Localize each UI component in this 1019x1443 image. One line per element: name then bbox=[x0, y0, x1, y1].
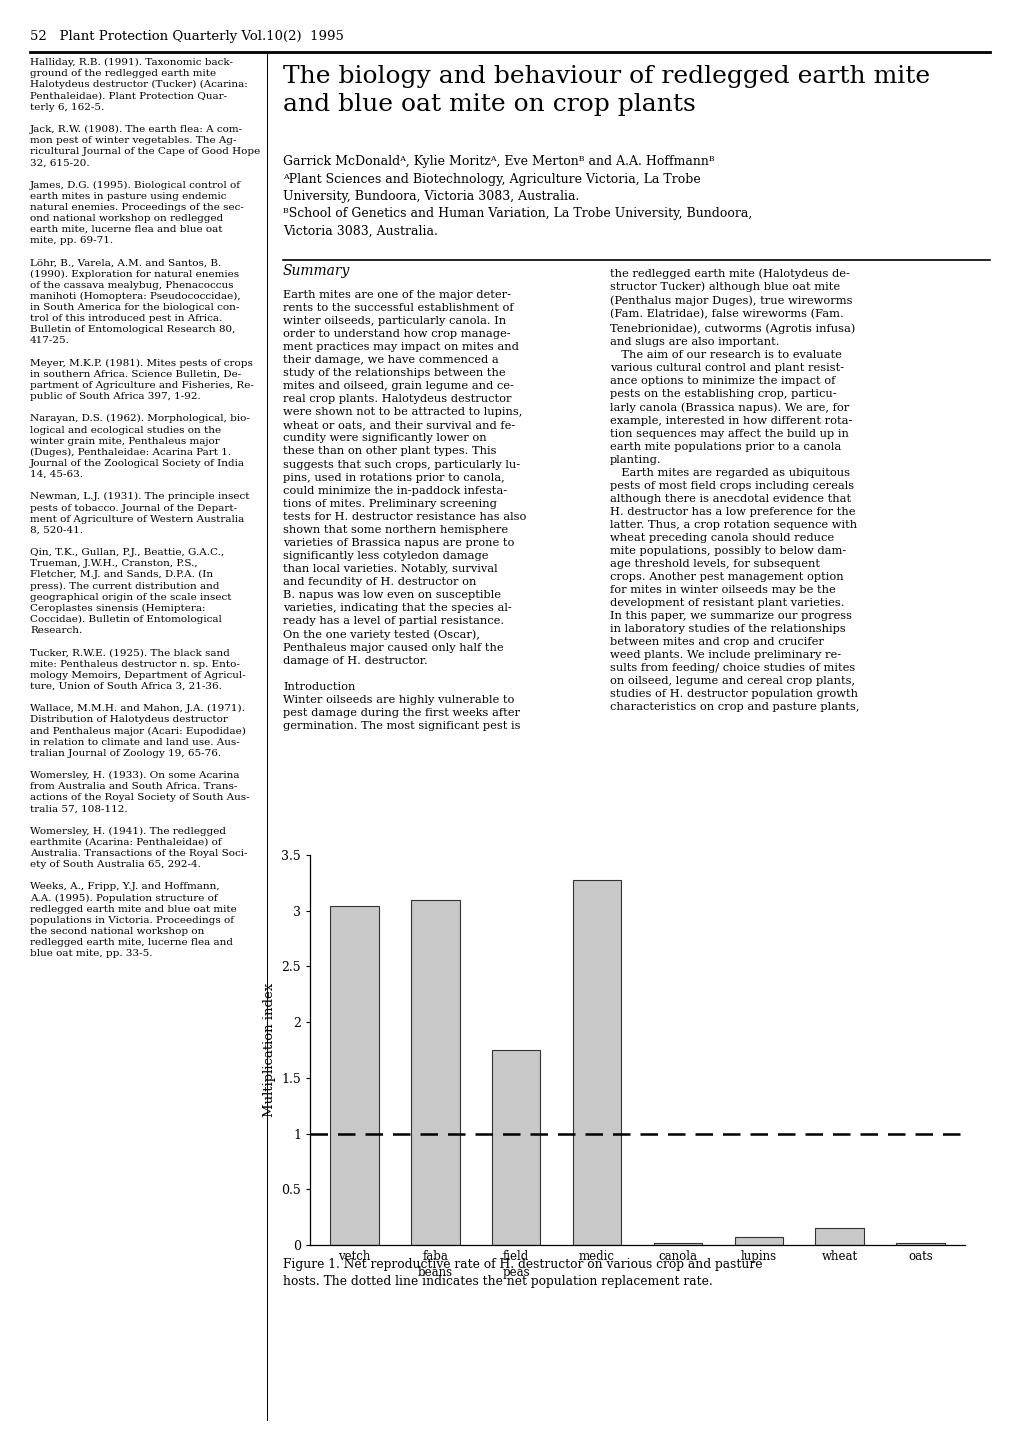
Bar bbox=[896, 1242, 944, 1245]
Text: 52   Plant Protection Quarterly Vol.10(2)  1995: 52 Plant Protection Quarterly Vol.10(2) … bbox=[30, 30, 343, 43]
Text: Halliday, R.B. (1991). Taxonomic back-
ground of the redlegged earth mite
Haloty: Halliday, R.B. (1991). Taxonomic back- g… bbox=[30, 58, 260, 958]
Bar bbox=[330, 906, 378, 1245]
Text: Earth mites are one of the major deter-
rents to the successful establishment of: Earth mites are one of the major deter- … bbox=[282, 290, 526, 732]
Text: the redlegged earth mite (Halotydeus de-
structor Tucker) although blue oat mite: the redlegged earth mite (Halotydeus de-… bbox=[609, 268, 859, 713]
Text: The biology and behaviour of redlegged earth mite
and blue oat mite on crop plan: The biology and behaviour of redlegged e… bbox=[282, 65, 929, 115]
Bar bbox=[573, 880, 621, 1245]
Text: Summary: Summary bbox=[282, 264, 351, 278]
Bar bbox=[411, 899, 460, 1245]
Y-axis label: Multiplication index: Multiplication index bbox=[263, 983, 275, 1117]
Bar bbox=[491, 1051, 540, 1245]
Bar bbox=[734, 1237, 783, 1245]
Bar bbox=[814, 1228, 863, 1245]
Text: Figure 1. Net reproductive rate of H. destructor on various crop and pasture
hos: Figure 1. Net reproductive rate of H. de… bbox=[282, 1258, 762, 1289]
Text: Garrick McDonaldᴬ, Kylie Moritzᴬ, Eve Mertonᴮ and A.A. Hoffmannᴮ
ᴬPlant Sciences: Garrick McDonaldᴬ, Kylie Moritzᴬ, Eve Me… bbox=[282, 154, 752, 238]
Bar bbox=[653, 1242, 701, 1245]
